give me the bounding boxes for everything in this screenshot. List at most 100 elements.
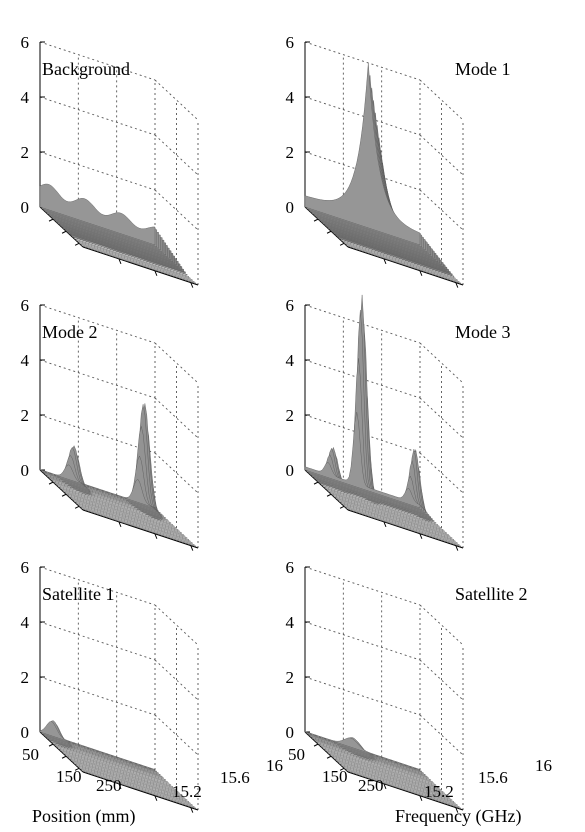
position-tick-mark-1 xyxy=(313,481,319,485)
right-position-tick-150: 150 xyxy=(322,767,348,786)
surface-strip-0 xyxy=(39,464,156,509)
grid-back-z-2 xyxy=(39,621,156,661)
z-tick-label-2: 2 xyxy=(286,143,295,162)
surface-strip-4 xyxy=(312,738,428,777)
left-position-tick-150: 150 xyxy=(56,767,82,786)
surface-strip-6 xyxy=(315,741,431,781)
frequency-axis xyxy=(347,509,464,549)
surface-strip-1 xyxy=(306,732,422,772)
z-tick-label-2: 2 xyxy=(286,668,295,687)
surface-strip-17 xyxy=(335,498,451,537)
panel-6: 0 2 4 6 Satellite 2 xyxy=(286,558,527,813)
surface-strip-22 xyxy=(79,243,195,282)
left-frequency-tick-15-6: 15.6 xyxy=(220,768,250,787)
surface-strip-15 xyxy=(331,756,447,796)
panel-3: 0 2 4 6 Mode 2 xyxy=(21,296,199,551)
surface-strip-13 xyxy=(63,753,179,792)
frequency-tick-mark-1 xyxy=(383,258,387,265)
left-frequency-tick-15-2: 15.2 xyxy=(172,782,202,801)
panel-1: 0 2 4 6 Background xyxy=(21,33,199,288)
right-position-tick-50: 50 xyxy=(288,745,305,764)
z-tick-label-0: 0 xyxy=(21,461,30,480)
surface-strip-21 xyxy=(77,241,193,281)
position-tick-mark-2 xyxy=(326,755,332,759)
position-tick-mark-2 xyxy=(61,230,67,234)
grid-back-z-3 xyxy=(39,304,156,344)
surface-strip-21 xyxy=(342,504,458,544)
right-frequency-tick-16: 16 xyxy=(535,756,552,775)
grid-back-z-3 xyxy=(304,566,421,606)
position-tick-mark-2 xyxy=(326,230,332,234)
surface-strip-13 xyxy=(63,491,179,530)
surface-strip-10 xyxy=(322,486,438,525)
surface-strip-20 xyxy=(340,503,456,542)
surface-strip-0 xyxy=(39,183,156,246)
position-tick-mark-3 xyxy=(339,242,345,246)
surface-strip-12 xyxy=(61,489,177,529)
frequency-tick-mark-2 xyxy=(154,533,158,539)
position-tick-mark-1 xyxy=(48,218,54,222)
grid-back-z-2 xyxy=(39,359,156,399)
panel-label-4: Mode 3 xyxy=(455,322,511,342)
frequency-axis xyxy=(82,771,199,811)
surface-strip-23 xyxy=(81,508,197,547)
panel-label-5: Satellite 1 xyxy=(42,584,114,604)
position-tick-mark-3 xyxy=(74,505,80,509)
surface-strip-18 xyxy=(72,236,188,276)
panel-4: 0 2 4 6 Mode 3 xyxy=(286,294,511,551)
surface-strip-16 xyxy=(333,496,449,535)
frequency-tick-mark-3 xyxy=(455,807,459,813)
position-tick-mark-3 xyxy=(339,767,345,771)
surface-strip-18 xyxy=(337,499,453,539)
frequency-tick-mark-1 xyxy=(118,521,122,528)
position-tick-mark-2 xyxy=(61,493,67,497)
z-tick-label-6: 6 xyxy=(286,33,295,52)
panel-label-6: Satellite 2 xyxy=(455,584,527,604)
z-tick-label-0: 0 xyxy=(286,198,295,217)
surface-strip-22 xyxy=(344,506,460,545)
frequency-axis xyxy=(82,509,199,549)
panel-2: 0 2 4 6 Mode 1 xyxy=(286,33,511,288)
frequency-axis xyxy=(347,246,464,286)
left-frequency-tick-16: 16 xyxy=(266,756,283,775)
surface-strip-18 xyxy=(72,761,188,801)
z-tick-label-6: 6 xyxy=(286,558,295,577)
surface-strip-1 xyxy=(41,720,157,772)
panels: 0 2 4 6 Background 0 2 4 6 Mode 1 0 2 4 6 Mode 2 0 2 4 6 Mo… xyxy=(21,33,527,813)
z-tick-label-2: 2 xyxy=(21,406,30,425)
right-frequency-tick-15-2: 15.2 xyxy=(424,782,454,801)
surface-strip-8 xyxy=(54,744,170,784)
surface-strip-13 xyxy=(328,491,444,530)
panel-label-2: Mode 1 xyxy=(455,59,511,79)
surface-strip-21 xyxy=(342,766,458,806)
z-tick-label-6: 6 xyxy=(286,296,295,315)
surface-strip-0 xyxy=(39,721,156,771)
z-tick-label-4: 4 xyxy=(286,351,295,370)
surface-strip-9 xyxy=(56,746,172,786)
panel-label-3: Mode 2 xyxy=(42,322,98,342)
surface-strip-14 xyxy=(65,493,181,532)
surface-strip-0 xyxy=(304,411,421,509)
surface-strip-17 xyxy=(70,760,186,799)
position-tick-mark-2 xyxy=(326,493,332,497)
surface-strip-11 xyxy=(324,750,440,789)
position-tick-mark-1 xyxy=(48,481,54,485)
surface-strip-19 xyxy=(73,763,190,802)
surface-strip-23 xyxy=(81,770,197,809)
surface-strip-9 xyxy=(321,746,437,786)
z-tick-label-6: 6 xyxy=(21,296,30,315)
grid-back-z-1 xyxy=(39,414,156,454)
frequency-axis xyxy=(82,246,199,286)
surface-strip-19 xyxy=(338,763,455,802)
grid-back-z-1 xyxy=(39,151,156,191)
surface-strip-23 xyxy=(346,770,462,809)
surface-strip-15 xyxy=(66,494,182,534)
surface-strip-21 xyxy=(342,241,458,281)
surface-strip-5 xyxy=(313,739,430,779)
surface-strip-18 xyxy=(337,761,453,801)
surface-strip-18 xyxy=(72,499,188,539)
surface-strip-23 xyxy=(346,245,462,284)
surface-strip-7 xyxy=(317,743,433,782)
frequency-tick-mark-1 xyxy=(118,783,122,790)
